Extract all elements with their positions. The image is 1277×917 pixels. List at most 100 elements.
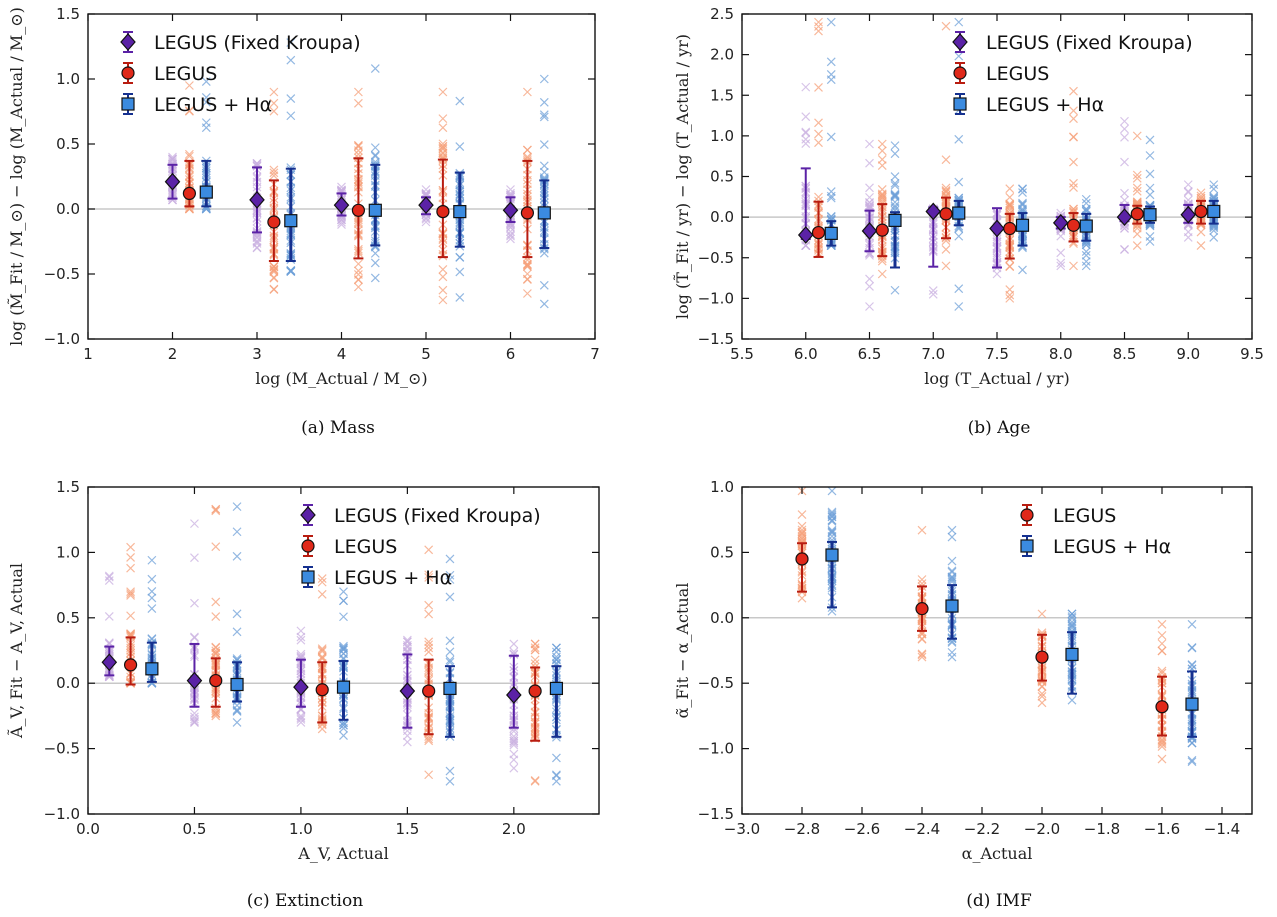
scatter-cross bbox=[455, 96, 465, 106]
y-tick-label: −1.5 bbox=[698, 805, 734, 823]
data-marker bbox=[315, 683, 329, 697]
scatter-cross bbox=[104, 612, 114, 621]
scatter-cross bbox=[339, 612, 348, 622]
legend-label: LEGUS (Fixed Kroupa) bbox=[334, 505, 541, 527]
scatter-cross bbox=[947, 647, 957, 657]
scatter-cross bbox=[211, 542, 221, 552]
scatter-cross bbox=[104, 572, 114, 582]
scatter-cross bbox=[455, 253, 465, 262]
scatter-cross bbox=[865, 274, 874, 284]
data-marker bbox=[1015, 218, 1030, 232]
scatter-cross bbox=[269, 165, 279, 175]
scatter-cross bbox=[1120, 188, 1129, 198]
scatter-cross bbox=[296, 715, 306, 724]
scatter-cross bbox=[1132, 200, 1142, 209]
scatter-cross bbox=[1183, 219, 1193, 229]
scatter-cross bbox=[947, 652, 957, 662]
y-tick-label: −1.0 bbox=[698, 740, 734, 758]
scatter-cross bbox=[1037, 691, 1047, 701]
data-marker bbox=[1035, 650, 1049, 664]
legend-label: LEGUS bbox=[154, 63, 217, 85]
scatter-cross bbox=[1145, 232, 1155, 241]
legend-label: LEGUS bbox=[1053, 505, 1116, 527]
scatter-cross bbox=[1196, 241, 1206, 250]
scatter-cross bbox=[1145, 200, 1155, 210]
scatter-cross bbox=[370, 151, 380, 161]
x-tick-label: −2.8 bbox=[784, 820, 820, 838]
scatter-cross bbox=[147, 604, 157, 613]
scatter-cross bbox=[801, 128, 811, 138]
scatter-cross bbox=[1132, 131, 1142, 141]
scatter-cross bbox=[339, 645, 348, 654]
x-tick-label: 2.0 bbox=[502, 820, 526, 838]
scatter-cross bbox=[801, 127, 811, 137]
scatter-cross bbox=[539, 140, 549, 149]
scatter-cross bbox=[827, 606, 837, 616]
scatter-cross bbox=[1145, 190, 1155, 200]
y-tick-label: 1.0 bbox=[56, 543, 80, 561]
scatter-cross bbox=[1037, 689, 1047, 699]
scatter-cross bbox=[190, 714, 199, 724]
scatter-cross bbox=[509, 738, 519, 748]
scatter-cross bbox=[917, 652, 927, 662]
data-marker bbox=[1079, 219, 1093, 233]
scatter-cross bbox=[445, 657, 455, 667]
scatter-cross bbox=[551, 753, 561, 763]
scatter-cross bbox=[539, 110, 549, 120]
scatter-cross bbox=[1067, 619, 1077, 629]
y-tick-label: 0.0 bbox=[56, 200, 80, 218]
x-tick-label: 6 bbox=[506, 345, 516, 363]
scatter-cross bbox=[126, 553, 136, 562]
scatter-cross bbox=[947, 525, 957, 535]
scatter-cross bbox=[801, 82, 811, 92]
x-tick-label: 0.0 bbox=[76, 820, 100, 838]
scatter-cross bbox=[1067, 612, 1077, 622]
scatter-cross bbox=[296, 713, 306, 723]
legend-diamond-marker bbox=[300, 506, 316, 524]
legend-diamond-marker bbox=[952, 33, 968, 51]
scatter-cross bbox=[126, 611, 136, 621]
data-marker bbox=[537, 206, 551, 220]
data-marker bbox=[1116, 208, 1133, 227]
scatter-cross bbox=[522, 289, 532, 298]
scatter-cross bbox=[184, 149, 194, 159]
scatter-cross bbox=[1005, 261, 1015, 271]
data-marker bbox=[1207, 204, 1221, 219]
y-axis-label: log (M̃_Fit / M_⊙) − log (M_Actual / M_⊙… bbox=[7, 7, 26, 346]
scatter-cross bbox=[211, 597, 221, 607]
scatter-cross bbox=[522, 145, 532, 155]
data-marker bbox=[453, 205, 467, 219]
scatter-cross bbox=[551, 654, 561, 664]
age-panel: 5.5 6.0 6.5 7.0 7.5 8.0 8.5 9.0 9.5 −1.5 −1.0 −0.5 0… bbox=[673, 5, 1264, 438]
scatter-cross bbox=[1018, 188, 1027, 197]
data-marker bbox=[164, 172, 181, 191]
scatter-cross bbox=[522, 261, 532, 271]
scatter-cross bbox=[317, 645, 327, 655]
data-marker bbox=[888, 213, 902, 227]
scatter-cross bbox=[827, 527, 837, 537]
scatter-cross bbox=[1132, 220, 1142, 230]
scatter-cross bbox=[286, 38, 296, 48]
data-marker bbox=[182, 186, 196, 200]
scatter-cross bbox=[1056, 258, 1066, 268]
data-marker bbox=[249, 190, 265, 209]
scatter-cross bbox=[353, 270, 363, 279]
legend-label: LEGUS + Hα bbox=[986, 94, 1104, 116]
scatter-cross bbox=[370, 64, 380, 74]
scatter-cross bbox=[1145, 183, 1155, 193]
scatter-cross bbox=[126, 629, 136, 638]
x-tick-label: −2.4 bbox=[904, 820, 940, 838]
scatter-cross bbox=[890, 172, 900, 181]
scatter-cross bbox=[797, 510, 807, 520]
data-marker bbox=[1180, 205, 1197, 224]
data-marker bbox=[1052, 213, 1069, 232]
scatter-cross bbox=[402, 642, 412, 652]
scatter-cross bbox=[455, 292, 465, 302]
scatter-cross bbox=[232, 627, 242, 637]
scatter-cross bbox=[353, 266, 363, 276]
scatter-cross bbox=[530, 643, 540, 653]
y-tick-label: 1.5 bbox=[56, 478, 80, 496]
scatter-cross bbox=[1209, 180, 1219, 190]
scatter-cross bbox=[826, 17, 836, 27]
data-marker bbox=[1155, 700, 1169, 714]
